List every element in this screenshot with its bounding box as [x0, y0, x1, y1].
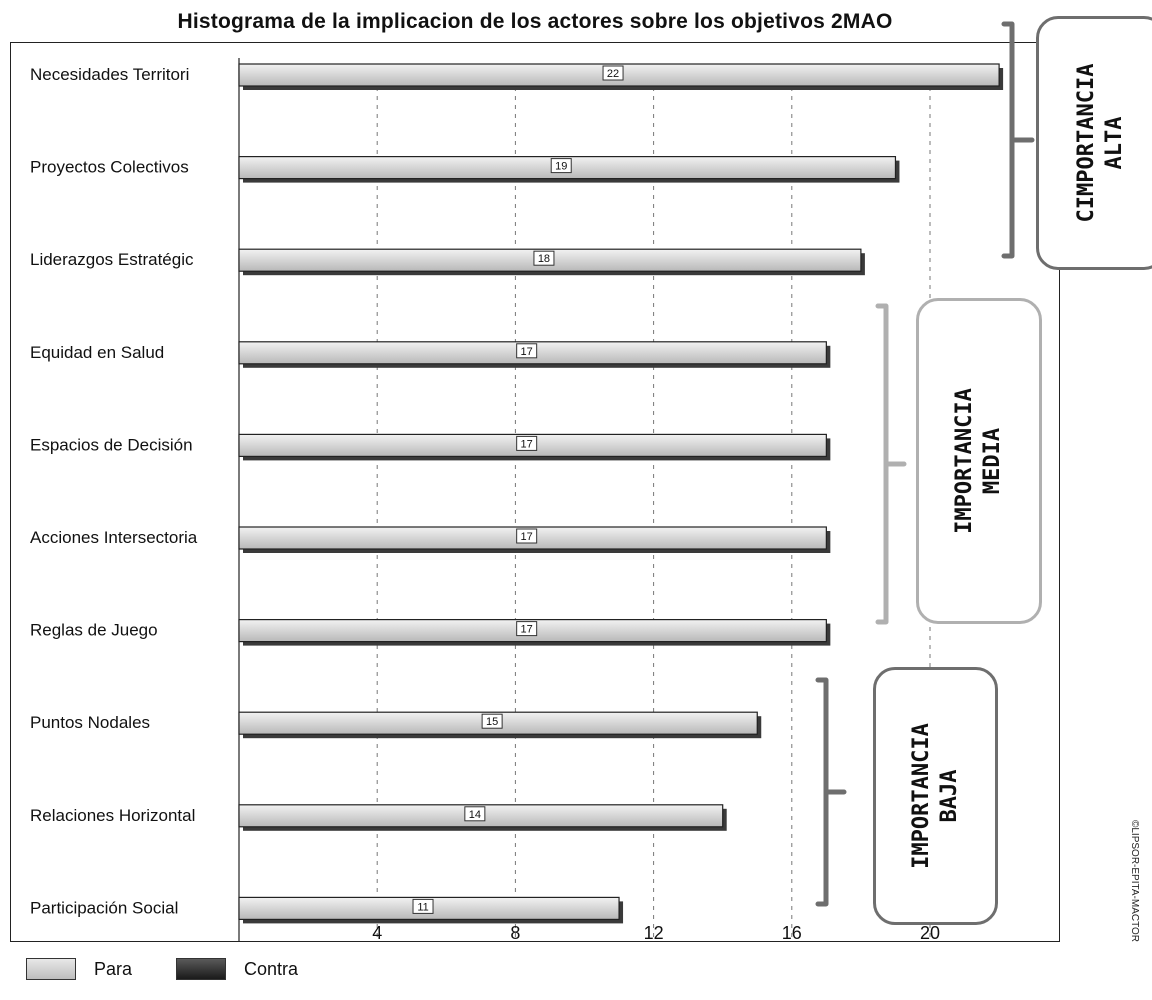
- category-label: Equidad en Salud: [30, 343, 164, 362]
- category-label: Acciones Intersectoria: [30, 528, 198, 547]
- category-label: Necesidades Territori: [30, 65, 189, 84]
- value-label-box: [533, 250, 555, 266]
- value-label: 15: [486, 716, 498, 728]
- value-label: 18: [538, 253, 550, 265]
- value-label-box: [516, 528, 538, 544]
- copyright-text: ©LIPSOR-EPITA-MACTOR: [1129, 820, 1140, 943]
- importancia-alta-box: CIMPORTANCIA ALTA: [1036, 16, 1152, 270]
- value-label-box: [464, 806, 486, 822]
- category-label: Reglas de Juego: [30, 621, 158, 640]
- value-label: 11: [417, 901, 428, 913]
- value-label: 17: [521, 346, 533, 358]
- plot-frame: [10, 42, 1060, 942]
- value-label-box: [516, 435, 538, 451]
- importancia-media-box: IMPORTANCIA MEDIA: [916, 298, 1042, 624]
- importancia-baja-label: IMPORTANCIA BAJA: [908, 723, 962, 869]
- legend-swatch-para: [26, 958, 76, 980]
- value-label-box: [481, 713, 503, 729]
- importancia-alta-label: CIMPORTANCIA ALTA: [1074, 63, 1127, 223]
- category-label: Proyectos Colectivos: [30, 158, 189, 177]
- value-label: 17: [521, 624, 533, 636]
- value-label-box: [602, 65, 624, 81]
- group-bracket: [815, 677, 847, 907]
- value-label-box: [516, 343, 538, 359]
- value-label: 19: [555, 161, 567, 173]
- value-label-box: [412, 898, 434, 914]
- importancia-media-label: IMPORTANCIA MEDIA: [952, 388, 1005, 534]
- x-tick-label: 8: [510, 923, 520, 943]
- x-tick-label: 20: [920, 923, 940, 943]
- value-label: 14: [469, 809, 481, 821]
- x-tick-label: 16: [782, 923, 802, 943]
- legend-label-para: Para: [94, 958, 133, 979]
- category-label: Participación Social: [30, 898, 178, 917]
- category-label: Puntos Nodales: [30, 713, 150, 732]
- group-bracket: [875, 303, 907, 625]
- importancia-baja-box: IMPORTANCIA BAJA: [873, 667, 998, 925]
- legend-label-contra: Contra: [244, 958, 299, 979]
- value-label-box: [550, 158, 572, 174]
- x-tick-label: 4: [372, 923, 382, 943]
- category-label: Espacios de Decisión: [30, 435, 193, 454]
- category-label: Relaciones Horizontal: [30, 806, 195, 825]
- value-label: 17: [521, 531, 533, 543]
- value-label: 17: [521, 438, 533, 450]
- group-bracket: [1001, 21, 1035, 259]
- legend-swatch-contra: [176, 958, 227, 980]
- chart-title: Histograma de la implicacion de los acto…: [177, 10, 893, 33]
- x-tick-label: 12: [644, 923, 664, 943]
- category-label: Liderazgos Estratégic: [30, 250, 194, 269]
- value-label: 22: [607, 68, 619, 80]
- chart-legend: Para Contra: [26, 958, 298, 980]
- value-label-box: [516, 621, 538, 637]
